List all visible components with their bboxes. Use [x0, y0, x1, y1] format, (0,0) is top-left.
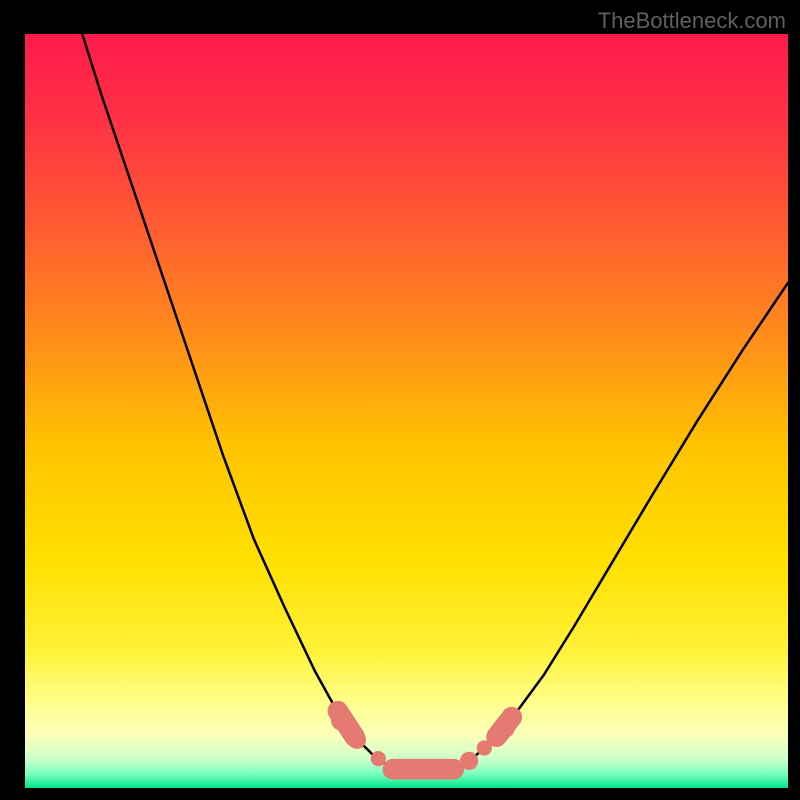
watermark-text: TheBottleneck.com — [598, 8, 786, 34]
gradient-background — [25, 34, 788, 788]
plot-area — [25, 34, 788, 788]
chart-svg — [25, 34, 788, 788]
